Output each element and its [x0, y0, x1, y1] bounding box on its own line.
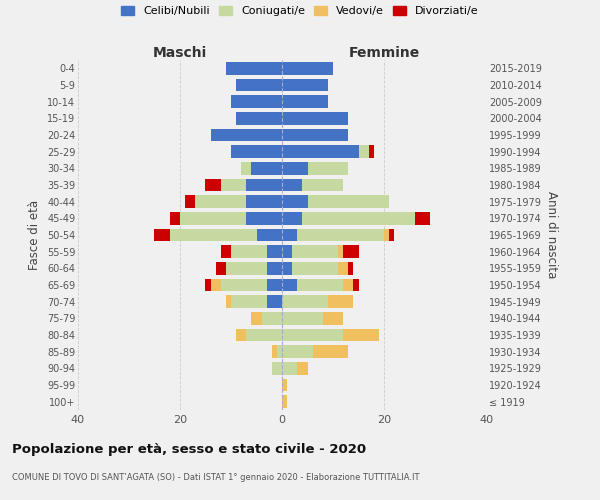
Bar	[267, 279, 282, 291]
Bar	[349, 262, 353, 274]
Bar	[247, 212, 282, 224]
Bar	[247, 196, 282, 208]
Bar	[226, 262, 267, 274]
Bar	[308, 162, 349, 174]
Bar	[282, 346, 313, 358]
Bar	[282, 396, 287, 408]
Bar	[282, 112, 349, 124]
Bar	[282, 296, 328, 308]
Bar	[267, 262, 282, 274]
Bar	[206, 179, 221, 192]
Bar	[277, 346, 282, 358]
Bar	[241, 162, 251, 174]
Bar	[221, 246, 231, 258]
Bar	[282, 62, 333, 74]
Bar	[170, 212, 180, 224]
Bar	[211, 279, 221, 291]
Bar	[231, 246, 267, 258]
Bar	[302, 179, 343, 192]
Bar	[292, 246, 338, 258]
Bar	[247, 179, 282, 192]
Bar	[221, 179, 247, 192]
Bar	[262, 312, 282, 324]
Bar	[247, 329, 282, 341]
Bar	[353, 279, 359, 291]
Bar	[211, 129, 282, 141]
Bar	[298, 229, 384, 241]
Bar	[308, 196, 389, 208]
Bar	[251, 162, 282, 174]
Bar	[302, 212, 415, 224]
Bar	[298, 279, 343, 291]
Bar	[231, 146, 282, 158]
Bar	[298, 362, 308, 374]
Bar	[282, 262, 292, 274]
Bar	[282, 129, 349, 141]
Bar	[221, 279, 267, 291]
Bar	[226, 296, 231, 308]
Bar	[328, 296, 353, 308]
Y-axis label: Anni di nascita: Anni di nascita	[545, 192, 559, 278]
Bar	[180, 212, 247, 224]
Bar	[155, 229, 170, 241]
Bar	[369, 146, 374, 158]
Bar	[251, 312, 262, 324]
Bar	[282, 329, 343, 341]
Bar	[236, 79, 282, 92]
Bar	[272, 346, 277, 358]
Bar	[267, 296, 282, 308]
Bar	[282, 279, 298, 291]
Bar	[216, 262, 226, 274]
Bar	[236, 112, 282, 124]
Bar	[282, 162, 308, 174]
Text: Maschi: Maschi	[153, 46, 207, 60]
Bar	[384, 229, 389, 241]
Bar	[282, 312, 323, 324]
Bar	[282, 212, 302, 224]
Bar	[282, 229, 298, 241]
Bar	[338, 246, 343, 258]
Bar	[282, 246, 292, 258]
Bar	[415, 212, 430, 224]
Bar	[196, 196, 247, 208]
Bar	[343, 279, 353, 291]
Bar	[338, 262, 349, 274]
Bar	[359, 146, 369, 158]
Bar	[170, 229, 257, 241]
Bar	[272, 362, 282, 374]
Bar	[206, 279, 211, 291]
Bar	[313, 346, 349, 358]
Bar	[282, 379, 287, 391]
Bar	[343, 246, 359, 258]
Text: Popolazione per età, sesso e stato civile - 2020: Popolazione per età, sesso e stato civil…	[12, 442, 366, 456]
Bar	[389, 229, 394, 241]
Bar	[282, 179, 302, 192]
Text: COMUNE DI TOVO DI SANT’AGATA (SO) - Dati ISTAT 1° gennaio 2020 - Elaborazione TU: COMUNE DI TOVO DI SANT’AGATA (SO) - Dati…	[12, 472, 419, 482]
Legend: Celibi/Nubili, Coniugati/e, Vedovi/e, Divorziati/e: Celibi/Nubili, Coniugati/e, Vedovi/e, Di…	[121, 6, 479, 16]
Bar	[267, 246, 282, 258]
Bar	[185, 196, 196, 208]
Bar	[231, 96, 282, 108]
Bar	[282, 79, 328, 92]
Bar	[282, 96, 328, 108]
Bar	[292, 262, 338, 274]
Bar	[257, 229, 282, 241]
Bar	[282, 362, 298, 374]
Bar	[231, 296, 267, 308]
Bar	[282, 196, 308, 208]
Bar	[323, 312, 343, 324]
Text: Femmine: Femmine	[349, 46, 419, 60]
Y-axis label: Fasce di età: Fasce di età	[28, 200, 41, 270]
Bar	[343, 329, 379, 341]
Bar	[282, 146, 359, 158]
Bar	[226, 62, 282, 74]
Bar	[236, 329, 247, 341]
